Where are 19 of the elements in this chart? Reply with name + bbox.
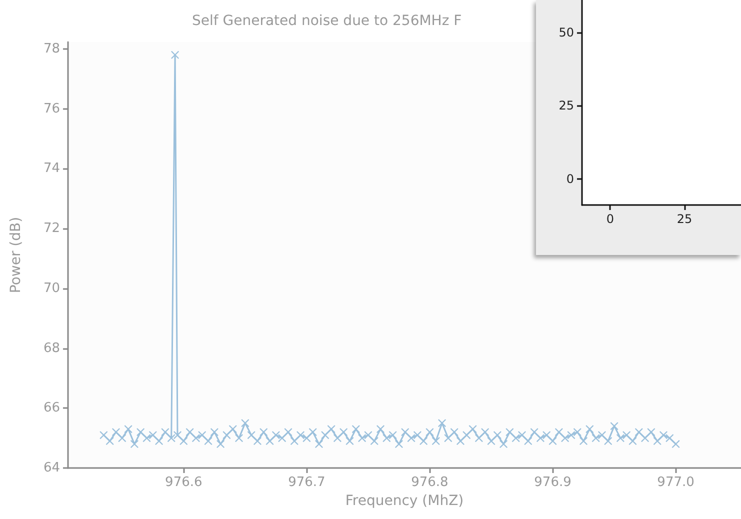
y-tick-label: 66 [43,400,60,416]
y-tick-label: 76 [43,101,60,116]
y-tick-label: 0 [566,172,574,186]
x-axis-title: Frequency (MhZ) [345,492,464,509]
y-tick-label: 78 [43,41,60,56]
y-tick-label: 72 [43,221,60,236]
y-tick-label: 74 [43,161,60,176]
x-tick-label: 976.6 [165,475,202,490]
chart-title: Self Generated noise due to 256MHz F [192,13,462,29]
x-tick-label: 977.0 [657,475,694,490]
x-tick-label: 976.7 [288,475,326,490]
y-tick-label: 50 [558,25,574,40]
x-tick-label: 976.8 [411,475,448,490]
y-axis-title: Power (dB) [8,216,24,294]
y-tick-label: 25 [558,98,574,113]
y-tick-label: 70 [43,280,60,296]
x-tick-label: 976.9 [534,475,572,490]
y-tick-label: 68 [43,340,60,356]
y-tick-label: 64 [43,460,60,476]
